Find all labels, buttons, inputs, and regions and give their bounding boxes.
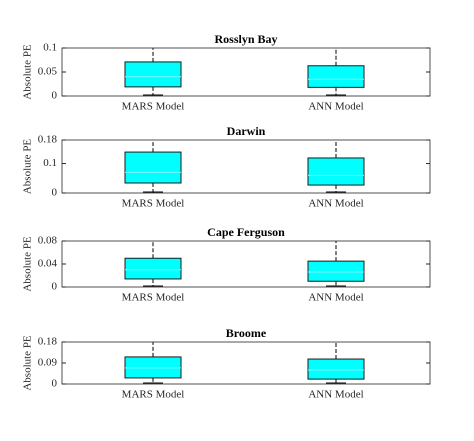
axes-frame bbox=[61, 139, 431, 194]
x-tick-label: ANN Model bbox=[308, 198, 363, 210]
y-tick-label: 0 bbox=[52, 378, 58, 390]
x-tick-label: MARS Model bbox=[122, 389, 185, 401]
y-tick-label: 0.18 bbox=[38, 336, 58, 348]
box bbox=[307, 65, 365, 88]
subplot-title: Darwin bbox=[227, 124, 266, 138]
box bbox=[307, 157, 365, 186]
y-axis-label: Absolute PE bbox=[22, 139, 34, 195]
subplot-title: Cape Ferguson bbox=[207, 225, 285, 239]
y-tick-label: 0.08 bbox=[38, 235, 58, 247]
x-tick-label: ANN Model bbox=[308, 389, 363, 401]
subplot-title: Broome bbox=[226, 326, 267, 340]
subplot-title: Rosslyn Bay bbox=[214, 32, 277, 46]
box bbox=[307, 260, 365, 282]
y-axis-label: Absolute PE bbox=[22, 44, 34, 100]
box bbox=[124, 61, 182, 88]
y-tick-label: 0.04 bbox=[38, 258, 58, 270]
axes-frame bbox=[61, 240, 431, 288]
box bbox=[124, 257, 182, 280]
x-tick-label: MARS Model bbox=[122, 198, 185, 210]
y-axis-label: Absolute PE bbox=[22, 335, 34, 391]
y-tick-label: 0 bbox=[52, 187, 58, 199]
axes-frame bbox=[61, 47, 431, 97]
y-axis-label: Absolute PE bbox=[22, 236, 34, 292]
y-tick-label: 0.09 bbox=[38, 357, 58, 369]
axes-frame bbox=[61, 341, 431, 385]
x-tick-label: MARS Model bbox=[122, 292, 185, 304]
x-tick-label: MARS Model bbox=[122, 101, 185, 113]
y-tick-label: 0 bbox=[52, 90, 58, 102]
y-tick-label: 0.1 bbox=[43, 157, 57, 169]
y-tick-label: 0 bbox=[52, 281, 58, 293]
box bbox=[124, 151, 182, 184]
y-tick-label: 0.05 bbox=[38, 66, 58, 78]
box bbox=[307, 358, 365, 380]
y-tick-label: 0.18 bbox=[38, 134, 58, 146]
x-tick-label: ANN Model bbox=[308, 101, 363, 113]
x-tick-label: ANN Model bbox=[308, 292, 363, 304]
y-tick-label: 0.1 bbox=[43, 42, 57, 54]
